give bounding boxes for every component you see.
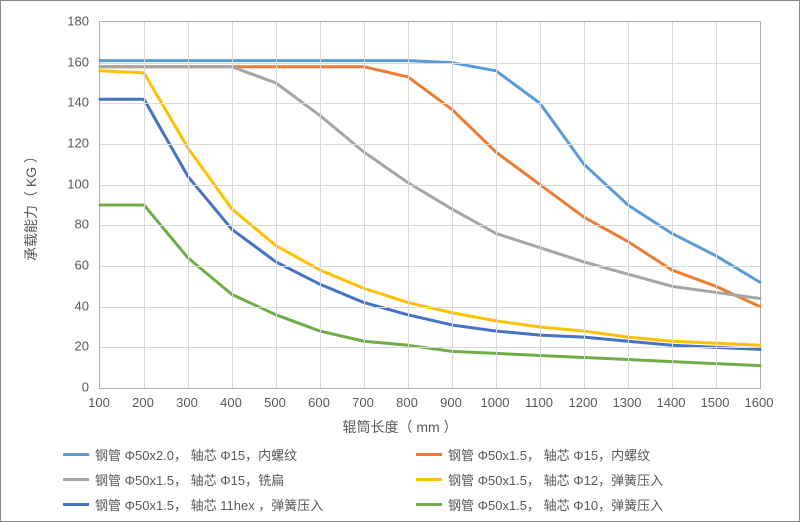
x-tick-label: 900 — [440, 395, 462, 410]
gridline-v — [408, 22, 409, 388]
legend-swatch — [416, 478, 442, 481]
x-tick-label: 700 — [352, 395, 374, 410]
y-tick-label: 120 — [49, 136, 89, 151]
legend-label: 钢管 Φ50x1.5， 轴芯 Φ15，铣扁 — [95, 470, 284, 489]
legend-swatch — [63, 453, 89, 456]
x-tick-label: 1400 — [657, 395, 686, 410]
y-tick-label: 40 — [49, 298, 89, 313]
legend-item: 钢管 Φ50x1.5， 轴芯 11hex ，弹簧压入 — [63, 495, 406, 514]
y-tick-label: 180 — [49, 14, 89, 29]
y-tick-label: 140 — [49, 95, 89, 110]
chart-container: 承载能力（ KG ） 辊筒长度（ mm ） 钢管 Φ50x2.0， 轴芯 Φ15… — [0, 0, 800, 522]
x-tick-label: 1500 — [701, 395, 730, 410]
legend-swatch — [416, 503, 442, 506]
gridline-v — [232, 22, 233, 388]
y-tick-label: 20 — [49, 339, 89, 354]
y-tick-label: 160 — [49, 54, 89, 69]
legend-item: 钢管 Φ50x1.5， 轴芯 Φ12，弹簧压入 — [416, 470, 759, 489]
gridline-v — [540, 22, 541, 388]
x-tick-label: 800 — [396, 395, 418, 410]
gridline-v — [584, 22, 585, 388]
x-tick-label: 1600 — [745, 395, 774, 410]
x-tick-label: 500 — [264, 395, 286, 410]
gridline-v — [496, 22, 497, 388]
gridline-v — [276, 22, 277, 388]
gridline-h — [100, 144, 760, 145]
legend-item: 钢管 Φ50x1.5， 轴芯 Φ15，铣扁 — [63, 470, 406, 489]
x-tick-label: 300 — [176, 395, 198, 410]
gridline-v — [452, 22, 453, 388]
legend-label: 钢管 Φ50x1.5， 轴芯 11hex ，弹簧压入 — [95, 495, 323, 514]
gridline-h — [100, 266, 760, 267]
legend-swatch — [63, 503, 89, 506]
gridline-v — [628, 22, 629, 388]
x-tick-label: 1100 — [525, 395, 553, 410]
gridline-v — [672, 22, 673, 388]
chart-lines — [100, 22, 760, 388]
gridline-h — [100, 307, 760, 308]
x-tick-label: 600 — [308, 395, 330, 410]
x-tick-label: 200 — [132, 395, 154, 410]
legend-item: 钢管 Φ50x1.5， 轴芯 Φ10，弹簧压入 — [416, 495, 759, 514]
legend-item: 钢管 Φ50x1.5， 轴芯 Φ15，内螺纹 — [416, 445, 759, 464]
x-tick-label: 100 — [88, 395, 110, 410]
gridline-v — [364, 22, 365, 388]
x-axis-title: 辊筒长度（ mm ） — [342, 417, 457, 437]
gridline-h — [100, 347, 760, 348]
legend-label: 钢管 Φ50x1.5， 轴芯 Φ12，弹簧压入 — [448, 470, 663, 489]
legend: 钢管 Φ50x2.0， 轴芯 Φ15，内螺纹钢管 Φ50x1.5， 轴芯 Φ15… — [63, 445, 759, 514]
gridline-h — [100, 63, 760, 64]
y-tick-label: 60 — [49, 258, 89, 273]
legend-label: 钢管 Φ50x1.5， 轴芯 Φ10，弹簧压入 — [448, 495, 663, 514]
gridline-v — [716, 22, 717, 388]
legend-swatch — [416, 453, 442, 456]
gridline-h — [100, 225, 760, 226]
legend-item: 钢管 Φ50x2.0， 轴芯 Φ15，内螺纹 — [63, 445, 406, 464]
gridline-h — [100, 103, 760, 104]
legend-label: 钢管 Φ50x1.5， 轴芯 Φ15，内螺纹 — [448, 445, 650, 464]
plot-area — [99, 21, 761, 389]
y-tick-label: 100 — [49, 176, 89, 191]
legend-label: 钢管 Φ50x2.0， 轴芯 Φ15，内螺纹 — [95, 445, 297, 464]
gridline-h — [100, 185, 760, 186]
legend-swatch — [63, 478, 89, 481]
x-tick-label: 1000 — [481, 395, 510, 410]
y-tick-label: 0 — [49, 380, 89, 395]
series-line — [100, 99, 760, 349]
y-axis-title: 承载能力（ KG ） — [21, 149, 41, 261]
x-tick-label: 1300 — [613, 395, 642, 410]
y-tick-label: 80 — [49, 217, 89, 232]
x-tick-label: 400 — [220, 395, 242, 410]
gridline-v — [144, 22, 145, 388]
x-tick-label: 1200 — [569, 395, 598, 410]
gridline-v — [188, 22, 189, 388]
gridline-v — [320, 22, 321, 388]
series-line — [100, 71, 760, 346]
